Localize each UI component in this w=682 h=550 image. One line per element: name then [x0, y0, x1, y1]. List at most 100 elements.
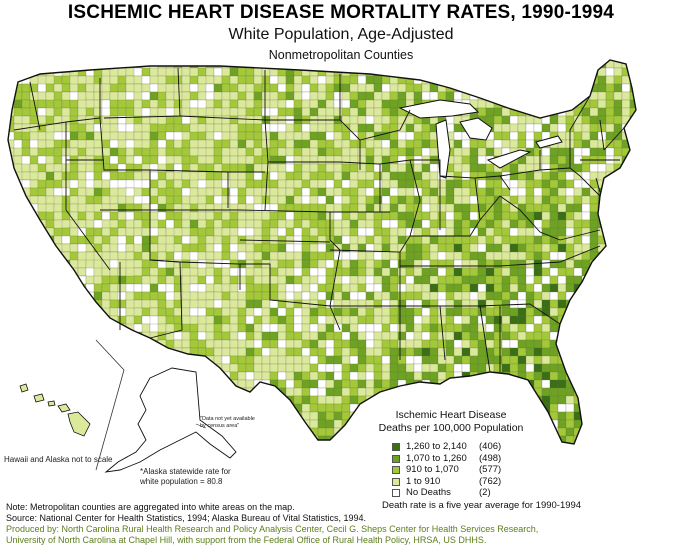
county-cell [349, 219, 359, 229]
county-cell [501, 60, 511, 69]
county-cell [61, 283, 79, 301]
state-borders [13, 67, 625, 373]
county-cell [8, 291, 15, 301]
county-cell [477, 299, 487, 309]
county-cell [381, 283, 391, 293]
county-cell [573, 203, 583, 213]
county-cell [629, 123, 636, 133]
county-cell [13, 243, 23, 261]
county-cell [629, 419, 636, 429]
county-cell [229, 83, 239, 93]
county-cell [269, 163, 279, 173]
county-cell [245, 443, 255, 444]
county-cell [237, 251, 247, 261]
county-cell [405, 355, 415, 365]
county-cell [101, 323, 119, 333]
county-cell [61, 323, 79, 341]
county-cell [149, 355, 159, 365]
county-cell [533, 195, 543, 205]
county-cell [165, 123, 175, 133]
county-cell [45, 347, 55, 365]
county-cell [301, 243, 311, 253]
county-cell [533, 211, 543, 221]
county-cell [29, 283, 39, 293]
county-cell [45, 315, 55, 333]
county-cell [517, 179, 527, 189]
county-cell [469, 275, 479, 285]
county-cell [349, 131, 359, 141]
county-cell [277, 235, 287, 245]
county-cell [21, 283, 39, 301]
county-cell [397, 195, 407, 205]
county-cell [557, 283, 567, 293]
county-cell [205, 251, 215, 261]
county-cell [8, 179, 15, 189]
county-cell [229, 227, 239, 237]
county-cell [621, 171, 631, 181]
county-cell [325, 339, 335, 349]
county-cell [469, 67, 479, 77]
county-cell [541, 299, 551, 309]
county-cell [301, 427, 311, 437]
county-cell [293, 347, 303, 357]
county-cell [597, 299, 607, 309]
county-cell [325, 259, 335, 269]
county-cell [381, 267, 391, 277]
county-cell [621, 331, 631, 341]
county-cell [13, 355, 23, 373]
county-cell [293, 323, 303, 333]
county-cell [205, 179, 215, 189]
county-cell [525, 195, 535, 205]
county-cell [461, 203, 471, 213]
county-cell [85, 379, 103, 397]
county-cell [277, 403, 287, 413]
county-cell [317, 355, 327, 365]
county-cell [301, 315, 311, 325]
county-cell [221, 307, 231, 317]
county-cell [261, 291, 271, 301]
county-cell [485, 387, 495, 397]
county-cell [605, 275, 615, 285]
county-cell [285, 179, 295, 189]
county-cell [197, 331, 207, 341]
county-cell [309, 259, 319, 269]
county-cell [445, 387, 455, 397]
county-cell [421, 387, 431, 397]
county-cell [253, 427, 263, 437]
county-cell [157, 75, 167, 85]
county-cell [29, 259, 39, 277]
county-cell [8, 243, 15, 261]
county-cell [501, 307, 511, 317]
county-cell [349, 283, 359, 293]
county-cell [253, 75, 263, 85]
county-cell [589, 283, 599, 293]
county-cell [381, 115, 391, 125]
county-cell [501, 283, 511, 293]
county-cell [557, 147, 567, 157]
county-cell [477, 267, 487, 277]
county-cell [589, 331, 599, 341]
county-cell [477, 379, 487, 389]
county-cell [37, 243, 47, 261]
county-cell [229, 91, 239, 101]
county-cell [477, 139, 487, 149]
county-cell [8, 395, 23, 405]
county-cell [477, 227, 487, 237]
county-cell [413, 139, 423, 149]
county-cell [613, 91, 623, 101]
county-cell [341, 259, 351, 269]
county-cell [197, 307, 207, 317]
county-cell [389, 371, 399, 381]
county-cell [29, 227, 47, 237]
county-cell [125, 123, 135, 133]
county-cell [269, 179, 279, 189]
county-cell [525, 435, 535, 444]
county-cell [517, 363, 527, 373]
county-cell [205, 195, 215, 205]
county-cell [437, 395, 447, 405]
county-cell [285, 123, 295, 133]
county-cell [29, 379, 39, 397]
county-cell [557, 379, 567, 389]
county-cell [357, 331, 367, 341]
county-cell [229, 235, 239, 245]
